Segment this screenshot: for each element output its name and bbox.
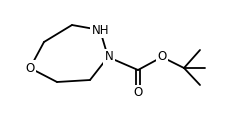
Text: O: O [133,87,143,100]
Text: N: N [105,51,113,64]
Text: NH: NH [92,24,110,37]
Text: O: O [25,61,35,74]
Text: O: O [157,51,167,64]
